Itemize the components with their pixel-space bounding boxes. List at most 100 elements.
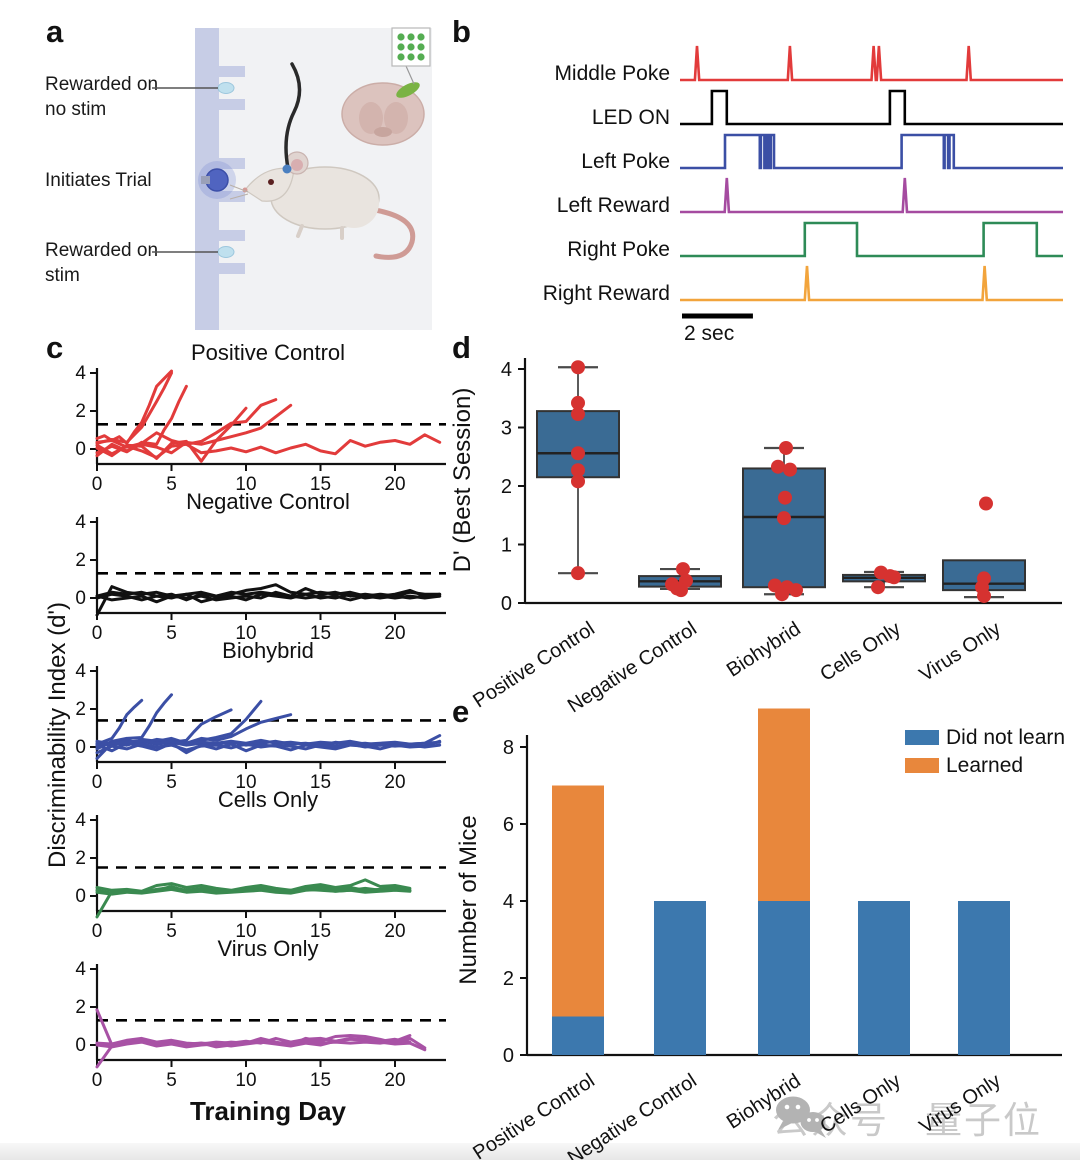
legend-swatch-did-not-learn <box>905 730 939 745</box>
mouse-trace-4 <box>95 887 412 896</box>
panel-b-letter: b <box>452 14 471 49</box>
y-tick-label: 2 <box>75 997 86 1018</box>
wechat-icon <box>776 1096 826 1138</box>
x-tick-label: 0 <box>92 1070 103 1091</box>
box-body <box>742 467 826 589</box>
data-point <box>777 511 791 526</box>
data-point <box>571 407 585 422</box>
panel-a-letter: a <box>46 14 64 49</box>
y-tick-label: 0 <box>75 588 86 609</box>
bar-segment-learned <box>552 785 604 1017</box>
x-tick-label-biohybrid: Biohybrid <box>723 618 805 682</box>
mouse-trace-9 <box>95 742 442 755</box>
data-point <box>771 459 785 474</box>
y-tick-label: 4 <box>75 810 86 831</box>
bottom-strip <box>0 1143 1080 1160</box>
x-tick-label: 10 <box>235 1070 256 1091</box>
x-tick-label: 0 <box>92 772 103 793</box>
water-droplet-icon <box>217 246 235 258</box>
mouse-trace-1 <box>95 698 144 746</box>
label-rewarded-no-stim-line1: Rewarded on <box>45 74 159 95</box>
data-point <box>571 395 585 410</box>
watermark: 公众号 量子位 <box>772 1090 1042 1144</box>
x-tick-label: 5 <box>166 1070 177 1091</box>
trace-right-poke <box>680 221 1063 258</box>
label-rewarded-stim-line2: stim <box>45 265 80 286</box>
panel-b-event-traces: Middle Poke LED ON Left Poke Left Reward Rig… <box>543 45 1063 345</box>
y-tick-label: 4 <box>75 661 86 682</box>
data-point <box>775 587 789 602</box>
subplot-virus-only: Virus Only 0 2 4 0 5 10 15 20 <box>75 936 446 1091</box>
x-tick-label-virus-only: Virus Only <box>916 1070 1005 1138</box>
bar-segment-did-not-learn <box>758 901 810 1055</box>
bar-segment-did-not-learn <box>858 901 910 1055</box>
headstage-implant <box>282 164 292 174</box>
watermark-text-2: 量子位 <box>925 1100 1042 1141</box>
label-rewarded-stim-line1: Rewarded on <box>45 240 159 261</box>
trace-label-left-poke: Left Poke <box>581 150 670 173</box>
y-tick-label: 8 <box>503 737 514 759</box>
c-x-axis-label: Training Day <box>190 1096 347 1126</box>
x-tick-label: 10 <box>235 921 256 942</box>
x-tick-label: 20 <box>384 474 405 495</box>
y-tick-label: 2 <box>75 401 86 422</box>
bar-segment-did-not-learn <box>552 1016 604 1055</box>
water-droplet-icon <box>217 82 235 94</box>
x-tick-label: 5 <box>166 772 177 793</box>
data-point <box>977 588 991 603</box>
legend-label-did-not-learn: Did not learn <box>946 726 1065 749</box>
x-tick-label: 15 <box>310 772 331 793</box>
subplot-title-virus-only: Virus Only <box>217 936 318 961</box>
y-tick-label: 2 <box>75 848 86 869</box>
trace-middle-poke <box>680 45 1063 82</box>
subplot-negative-control: Negative Control 0 2 4 0 5 10 15 20 <box>75 489 446 644</box>
panel-d-letter: d <box>452 330 471 365</box>
x-tick-label: 10 <box>235 772 256 793</box>
label-rewarded-stim: Rewarded on stim <box>45 238 158 288</box>
mouse-trace-2 <box>95 878 412 893</box>
bar-positive-control <box>552 785 604 1055</box>
y-tick-label: 2 <box>503 968 514 990</box>
subplot-positive-control: Positive Control 0 2 4 0 5 10 15 20 <box>75 340 446 495</box>
y-tick-label: 0 <box>501 593 512 615</box>
x-tick-label: 10 <box>235 623 256 644</box>
trace-right-reward <box>680 265 1063 302</box>
graft-site <box>396 82 420 98</box>
bar-virus-only <box>958 901 1010 1055</box>
legend-swatch-learned <box>905 758 939 773</box>
brain-inset <box>341 27 431 146</box>
data-point <box>571 360 585 375</box>
x-tick-label: 0 <box>92 921 103 942</box>
x-tick-label: 5 <box>166 474 177 495</box>
e-y-axis-label: Number of Mice <box>455 815 482 984</box>
x-tick-label: 20 <box>384 623 405 644</box>
bar-negative-control <box>654 901 706 1055</box>
box-virus-only <box>942 496 1026 603</box>
y-tick-label: 4 <box>503 891 514 913</box>
subplot-title-biohybrid: Biohybrid <box>222 638 314 663</box>
y-tick-label: 1 <box>501 535 512 557</box>
y-tick-label: 4 <box>75 512 86 533</box>
y-tick-label: 0 <box>75 737 86 758</box>
trace-label-left-reward: Left Reward <box>557 194 670 217</box>
data-point <box>571 474 585 489</box>
mouse-trace-4 <box>95 1036 412 1049</box>
bar-cells-only <box>858 901 910 1055</box>
trace-label-right-reward: Right Reward <box>543 282 670 305</box>
electrode-grid-dots <box>397 33 425 61</box>
label-rewarded-no-stim-line2: no stim <box>45 99 107 120</box>
subplot-cells-only: Cells Only 0 2 4 0 5 10 15 20 <box>75 787 446 942</box>
x-tick-label: 10 <box>235 474 256 495</box>
y-tick-label: 0 <box>75 886 86 907</box>
y-tick-label: 6 <box>503 814 514 836</box>
x-tick-label: 5 <box>166 623 177 644</box>
data-point <box>571 463 585 478</box>
data-point <box>676 562 690 577</box>
x-tick-label: 15 <box>310 1070 331 1091</box>
mouse-trace-8 <box>95 738 442 746</box>
trace-led-on <box>680 89 1063 126</box>
x-tick-label: 0 <box>92 623 103 644</box>
box-biohybrid <box>742 440 826 602</box>
box-cells-only <box>842 565 926 595</box>
